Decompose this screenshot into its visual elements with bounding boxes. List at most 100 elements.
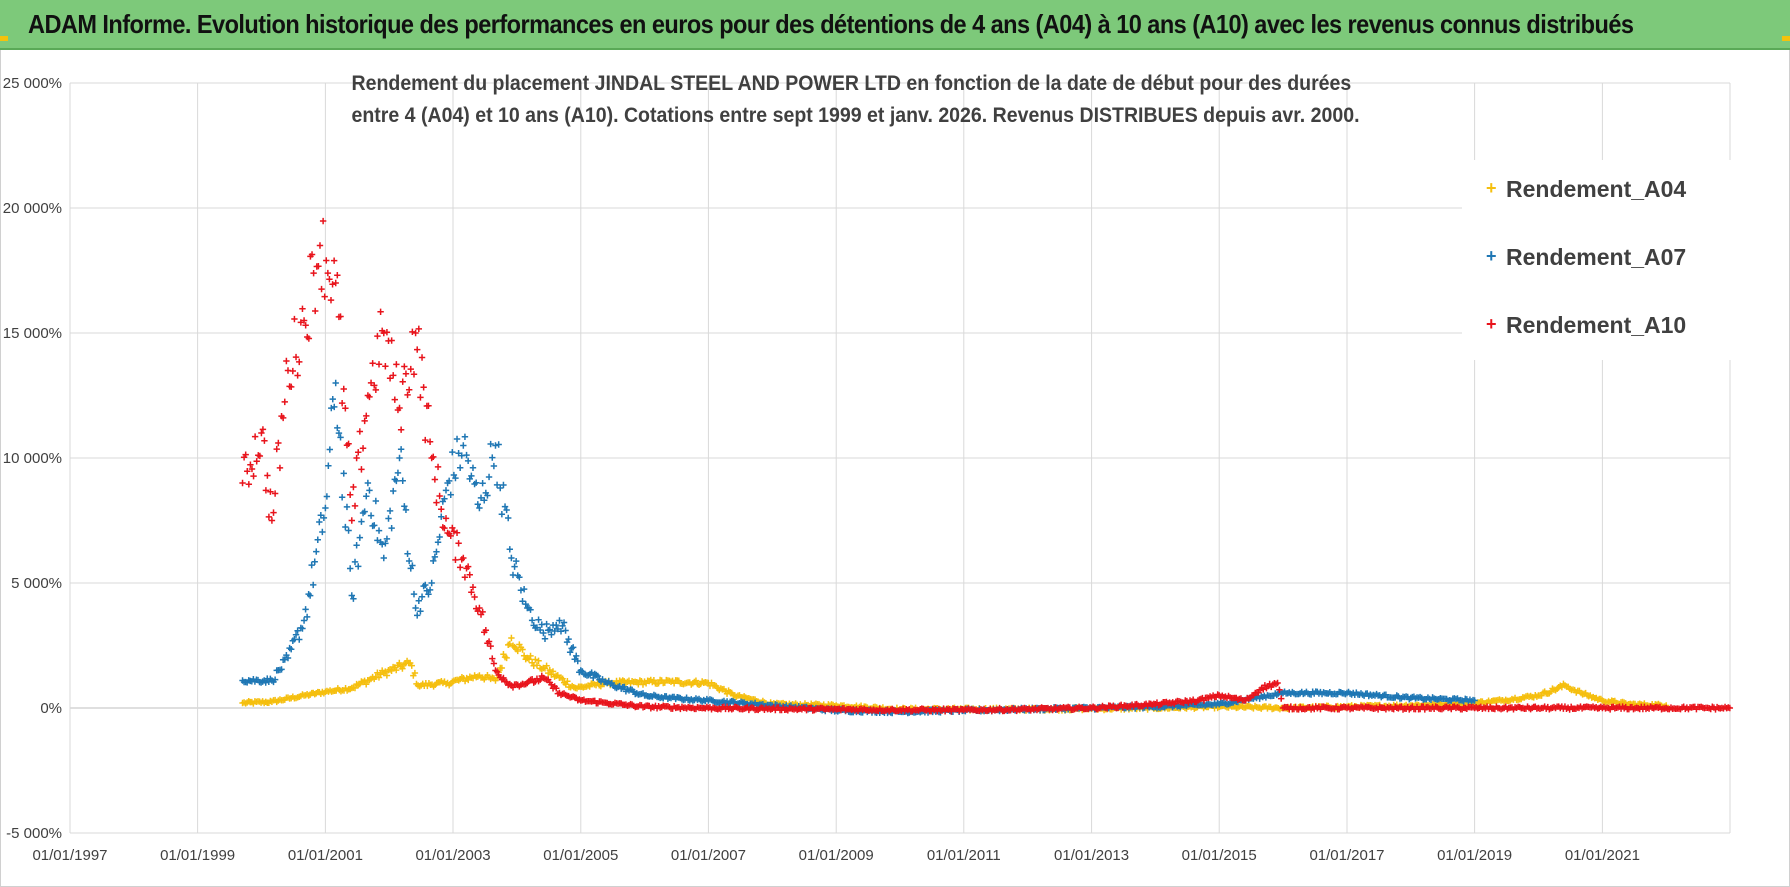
point-rendement-a07 [338, 494, 346, 501]
point-rendement-a04 [533, 662, 541, 669]
point-rendement-a07 [323, 493, 331, 500]
point-rendement-a10 [289, 367, 297, 375]
point-rendement-a10 [1726, 704, 1734, 712]
point-rendement-a10 [1260, 686, 1267, 693]
point-rendement-a07 [302, 606, 309, 613]
point-rendement-a07 [311, 558, 318, 565]
point-rendement-a10 [390, 372, 397, 379]
x-tick-label: 01/01/2015 [1182, 847, 1257, 864]
point-rendement-a04 [535, 657, 542, 664]
point-rendement-a07 [346, 565, 354, 572]
point-rendement-a07 [393, 477, 400, 485]
point-rendement-a04 [383, 672, 391, 679]
point-rendement-a10 [273, 445, 280, 453]
point-rendement-a07 [425, 591, 432, 598]
point-rendement-a10 [449, 524, 456, 532]
point-rendement-a07 [294, 627, 301, 634]
point-rendement-a10 [369, 360, 376, 367]
point-rendement-a10 [251, 433, 259, 440]
point-rendement-a10 [276, 464, 284, 472]
point-rendement-a07 [536, 626, 544, 634]
point-rendement-a10 [261, 437, 268, 444]
point-rendement-a07 [447, 491, 454, 498]
point-rendement-a10 [338, 399, 346, 407]
point-rendement-a07 [543, 620, 550, 628]
y-tick-label: 10 000% [3, 450, 62, 467]
point-rendement-a10 [377, 308, 384, 315]
point-rendement-a10 [536, 676, 544, 683]
point-rendement-a07 [490, 462, 498, 470]
point-rendement-a10 [386, 375, 394, 382]
point-rendement-a07 [460, 442, 467, 449]
point-rendement-a07 [505, 514, 512, 522]
point-rendement-a10 [345, 440, 352, 447]
point-rendement-a07 [328, 404, 335, 412]
point-rendement-a07 [493, 481, 501, 489]
point-rendement-a10 [321, 293, 328, 300]
point-rendement-a10 [404, 391, 411, 399]
point-rendement-a07 [310, 581, 317, 589]
point-rendement-a07 [423, 587, 431, 594]
point-rendement-a10 [455, 540, 462, 547]
point-rendement-a10 [262, 487, 270, 494]
point-rendement-a07 [335, 429, 343, 437]
y-tick-label: 25 000% [3, 75, 62, 92]
point-rendement-a10 [412, 329, 419, 337]
point-rendement-a10 [391, 396, 398, 403]
point-rendement-a07 [479, 480, 486, 487]
point-rendement-a07 [489, 454, 496, 461]
point-rendement-a10 [279, 414, 287, 422]
x-tick-label: 01/01/2011 [927, 847, 1001, 864]
point-rendement-a07 [281, 656, 288, 663]
point-rendement-a04 [564, 678, 571, 685]
point-rendement-a07 [375, 527, 383, 534]
point-rendement-a10 [418, 354, 426, 361]
point-rendement-a10 [363, 412, 370, 420]
point-rendement-a10 [407, 365, 414, 373]
point-rendement-a07 [366, 487, 373, 494]
point-rendement-a07 [399, 477, 406, 484]
point-rendement-a07 [516, 574, 523, 581]
point-rendement-a07 [517, 587, 525, 594]
point-rendement-a07 [409, 562, 416, 569]
point-rendement-a10 [431, 476, 439, 483]
point-rendement-a10 [302, 322, 309, 329]
point-rendement-a10 [399, 378, 406, 385]
point-rendement-a10 [468, 589, 475, 596]
point-rendement-a10 [461, 574, 469, 581]
point-rendement-a10 [253, 458, 260, 465]
point-rendement-a07 [390, 487, 397, 495]
point-rendement-a10 [1274, 679, 1281, 687]
point-rendement-a07 [355, 563, 362, 570]
point-rendement-a07 [1471, 697, 1478, 704]
point-rendement-a07 [452, 474, 459, 482]
point-rendement-a07 [380, 554, 387, 562]
point-rendement-a07 [326, 446, 334, 453]
point-rendement-a10 [271, 490, 279, 497]
point-rendement-a10 [319, 217, 327, 225]
point-rendement-a07 [503, 506, 510, 514]
point-rendement-a07 [320, 514, 328, 522]
point-rendement-a07 [371, 522, 378, 529]
point-rendement-a04 [393, 666, 400, 674]
point-rendement-a07 [522, 600, 529, 608]
point-rendement-a07 [367, 512, 375, 519]
point-rendement-a07 [404, 550, 411, 557]
point-rendement-a07 [422, 581, 429, 589]
point-rendement-a07 [501, 503, 509, 510]
y-tick-label: 15 000% [3, 325, 62, 342]
point-rendement-a04 [411, 669, 419, 677]
point-rendement-a07 [456, 464, 464, 471]
point-rendement-a04 [498, 664, 506, 672]
point-rendement-a10 [310, 269, 317, 277]
point-rendement-a07 [476, 504, 483, 512]
chart-title: Rendement du placement JINDAL STEEL AND … [320, 68, 1360, 132]
point-rendement-a04 [546, 666, 553, 674]
point-rendement-a10 [382, 363, 389, 370]
point-rendement-a07 [378, 541, 386, 548]
point-rendement-a10 [300, 317, 308, 324]
point-rendement-a10 [434, 463, 442, 471]
point-rendement-a07 [434, 539, 442, 546]
y-tick-label: -5 000% [6, 825, 62, 842]
point-rendement-a10 [256, 452, 264, 460]
